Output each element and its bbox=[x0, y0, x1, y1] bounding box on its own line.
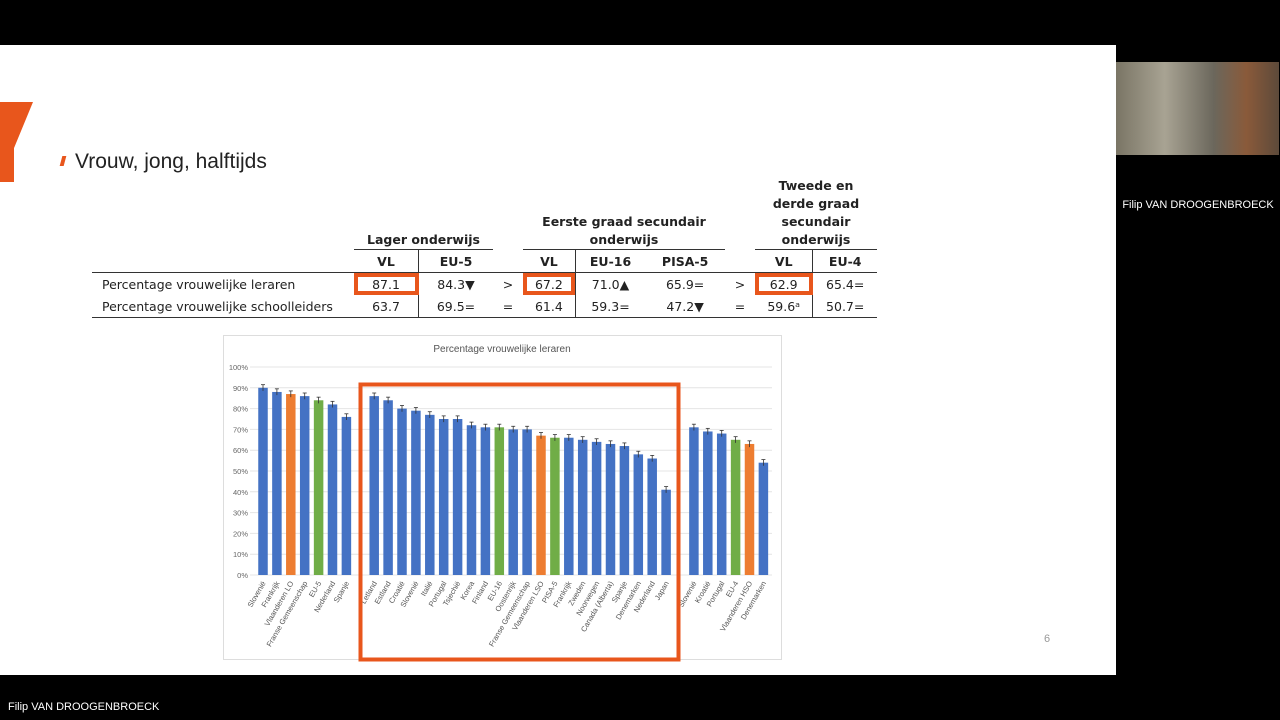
slide-decoration-triangle bbox=[0, 102, 33, 182]
slide-title: Vrouw, jong, halftijds bbox=[75, 150, 267, 173]
table-row: Percentage vrouwelijke leraren 87.1 84.3… bbox=[92, 272, 877, 295]
col-header: PISA-5 bbox=[661, 253, 709, 269]
cell: = bbox=[502, 298, 514, 314]
cell: > bbox=[502, 276, 514, 292]
cell: 67.2 bbox=[523, 272, 576, 295]
col-header: VL bbox=[774, 253, 793, 269]
cell: 87.1 bbox=[354, 272, 419, 295]
cell: 50.7= bbox=[812, 295, 877, 318]
table-row: Percentage vrouwelijke schoolleiders 63.… bbox=[92, 295, 877, 318]
group-header: Tweede en derde graad secundair onderwij… bbox=[755, 177, 877, 250]
cell: 71.0▲ bbox=[574, 272, 646, 295]
cell: 59.3= bbox=[574, 295, 646, 318]
cell: 61.4 bbox=[534, 298, 563, 314]
col-header: VL bbox=[377, 253, 395, 269]
cell: > bbox=[734, 276, 746, 292]
cell: 59.6ᵃ bbox=[767, 298, 801, 314]
bar-chart bbox=[223, 335, 782, 660]
cell: 65.4= bbox=[812, 272, 877, 295]
title-bullet-icon bbox=[59, 156, 67, 166]
cell: = bbox=[734, 298, 746, 314]
presenter-name: Filip VAN DROOGENBROECK bbox=[8, 701, 160, 713]
presentation-slide: Vrouw, jong, halftijds Lager onderwijs E… bbox=[0, 45, 1116, 675]
col-header: EU-16 bbox=[574, 249, 646, 273]
cell: 84.3▼ bbox=[418, 272, 493, 295]
page-number: 6 bbox=[1044, 633, 1051, 645]
cell: 47.2▼ bbox=[666, 298, 704, 314]
row-label: Percentage vrouwelijke leraren bbox=[102, 276, 296, 292]
comparison-table: Lager onderwijs Eerste graad secundair o… bbox=[92, 177, 877, 318]
cell: 62.9 bbox=[755, 272, 813, 295]
group-header: Eerste graad secundair onderwijs bbox=[523, 177, 725, 250]
col-header: EU-4 bbox=[812, 249, 877, 273]
group-header: Lager onderwijs bbox=[354, 177, 493, 250]
cell: 63.7 bbox=[372, 298, 400, 314]
webcam-participant-name: Filip VAN DROOGENBROECK bbox=[1122, 199, 1274, 211]
cell: 65.9= bbox=[665, 276, 705, 292]
col-header: EU-5 bbox=[418, 249, 493, 273]
cell: 69.5= bbox=[418, 295, 493, 318]
row-label: Percentage vrouwelijke schoolleiders bbox=[102, 298, 333, 314]
col-header: VL bbox=[540, 253, 558, 269]
webcam-video bbox=[1116, 62, 1279, 155]
